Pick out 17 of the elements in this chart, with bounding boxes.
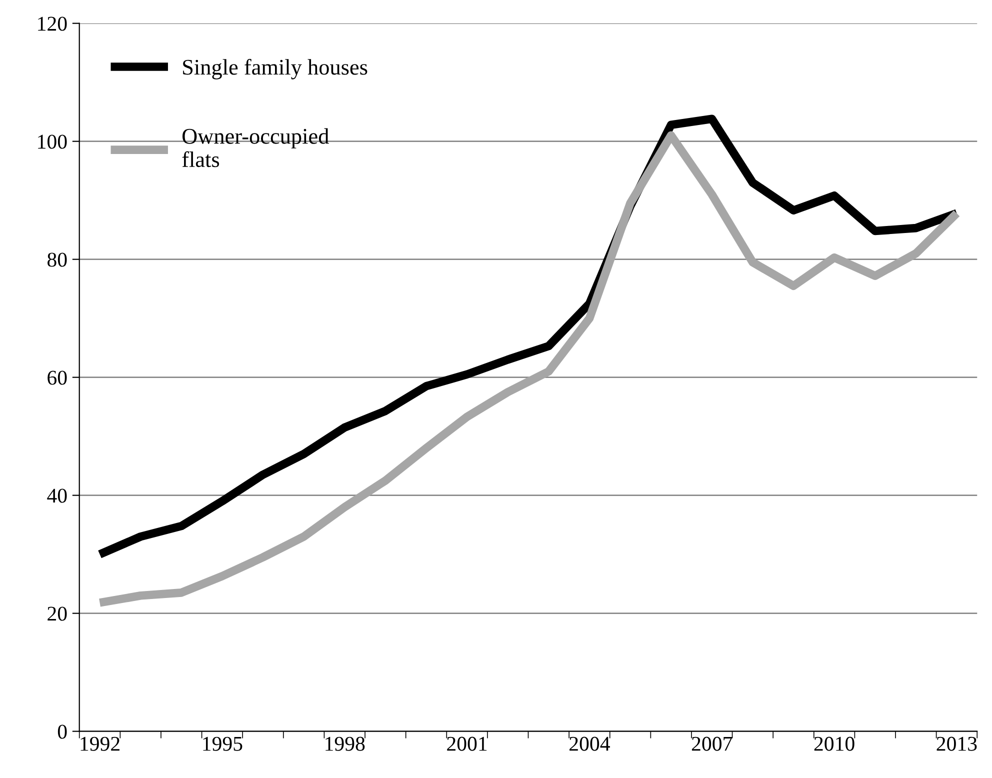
y-tick-label: 120 bbox=[38, 16, 67, 31]
y-tick-label: 40 bbox=[47, 488, 67, 503]
x-tick-label: 1998 bbox=[326, 736, 365, 751]
legend-label: Owner-occupied flats bbox=[182, 128, 329, 168]
y-tick-label: 100 bbox=[38, 134, 67, 149]
x-tick-label: 1992 bbox=[80, 736, 120, 751]
x-tick-label: 2001 bbox=[447, 736, 487, 751]
y-tick-label: 60 bbox=[48, 370, 67, 385]
x-tick-label: 1995 bbox=[203, 736, 242, 751]
y-tick-label: 0 bbox=[58, 724, 67, 739]
x-tick-label: 2007 bbox=[692, 736, 732, 751]
y-tick-label: 80 bbox=[48, 252, 67, 267]
legend-label: Single family houses bbox=[183, 58, 368, 80]
x-tick-label: 2004 bbox=[570, 736, 610, 751]
x-tick-label: 2010 bbox=[814, 736, 854, 751]
x-tick-label: 2013 bbox=[936, 736, 977, 751]
y-tick-label: 20 bbox=[48, 606, 67, 621]
